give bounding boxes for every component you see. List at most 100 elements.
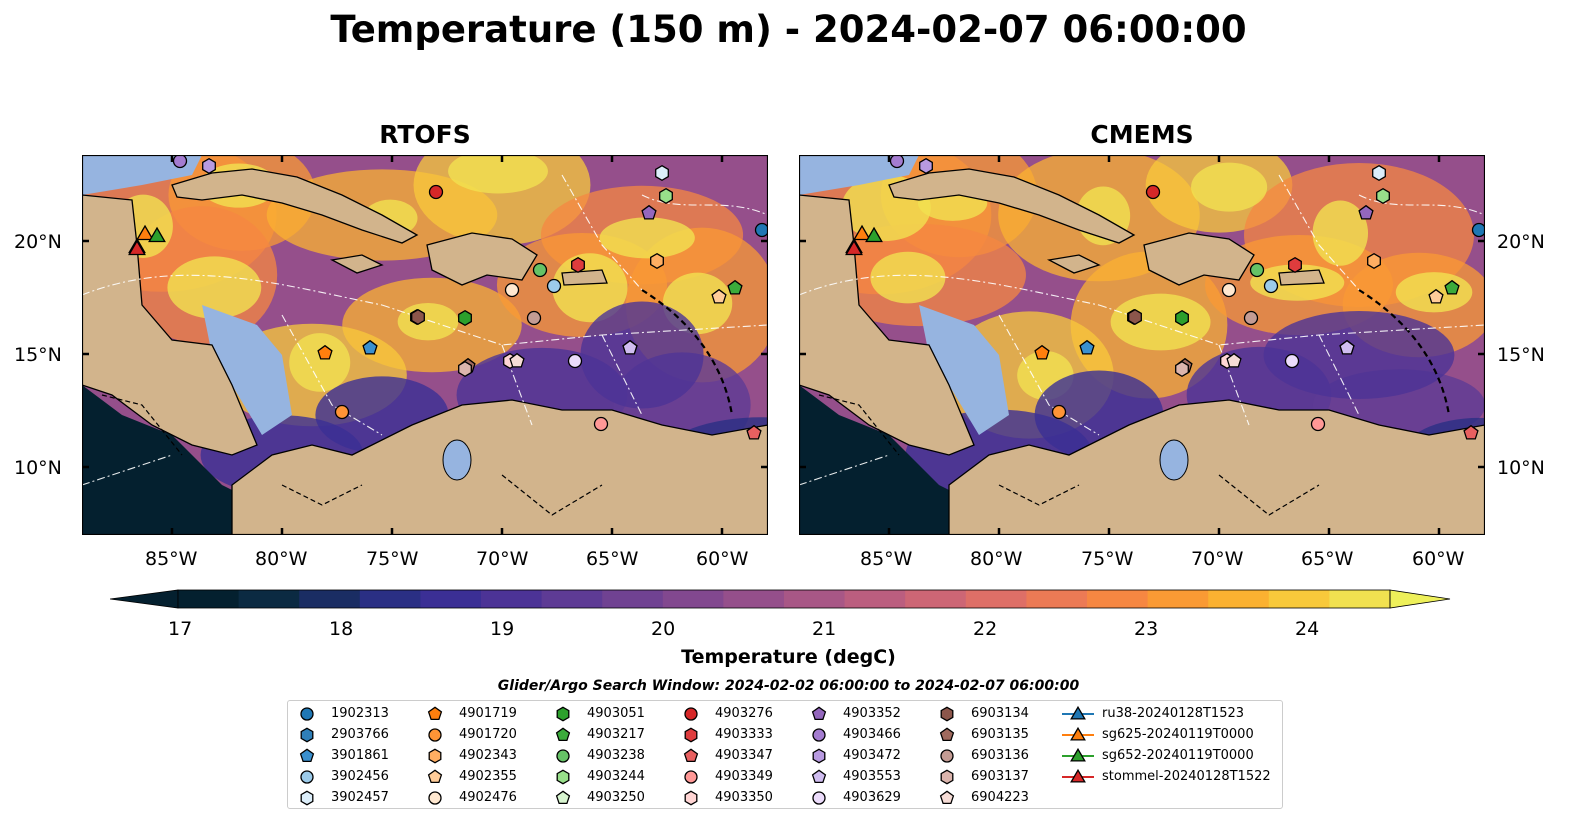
platform-marker-4903629 xyxy=(567,353,583,369)
legend-label: 6903136 xyxy=(971,748,1029,763)
colorbar-segment xyxy=(1329,590,1391,608)
panel-title-rtofs: RTOFS xyxy=(379,120,471,149)
platform-marker-4903333 xyxy=(571,256,585,274)
eez-boundary xyxy=(1098,304,1485,346)
colorbar-segment xyxy=(359,590,421,608)
platform-marker-4901720 xyxy=(334,404,350,420)
antilles-arc xyxy=(1358,289,1451,416)
colorbar-extend-high xyxy=(1389,589,1451,609)
legend-label: 4903238 xyxy=(587,748,645,763)
colorbar-segment xyxy=(784,590,846,608)
colorbar-segment xyxy=(178,590,240,608)
legend-marker xyxy=(940,749,954,763)
legend-label: 6903137 xyxy=(971,769,1029,784)
land-cuba xyxy=(888,168,1136,244)
platform-marker-4903349 xyxy=(1310,416,1326,432)
colorbar-tick-label: 23 xyxy=(1134,618,1159,640)
platform-marker-4903276 xyxy=(1145,184,1161,200)
colorbar-tick-label: 24 xyxy=(1295,618,1320,640)
legend-marker xyxy=(556,749,570,763)
platform-marker-1902313 xyxy=(754,222,768,238)
eez-boundary xyxy=(641,194,768,216)
legend-pentagon-icon xyxy=(299,748,315,763)
lon-tick-label: 65°W xyxy=(1301,548,1354,570)
pacific-ocean xyxy=(799,385,1029,535)
platform-marker-4903466 xyxy=(889,155,905,169)
lon-tick-label: 75°W xyxy=(1081,548,1134,570)
legend-marker xyxy=(428,728,442,742)
legend-pentagon-icon xyxy=(555,790,571,805)
legend-circle-icon xyxy=(812,728,826,742)
legend-label: 1902313 xyxy=(331,706,389,721)
platform-marker-4901719 xyxy=(317,344,333,360)
platform-marker-4903217 xyxy=(1444,279,1460,295)
legend-marker xyxy=(812,728,826,742)
legend-pentagon-icon xyxy=(811,706,827,721)
land-south-america xyxy=(231,399,768,535)
colorbar-segment xyxy=(420,590,482,608)
legend-circle-icon xyxy=(428,791,442,805)
colorbar-segment xyxy=(1026,590,1088,608)
platform-marker-4903629 xyxy=(1284,353,1300,369)
figure-title: Temperature (150 m) - 2024-02-07 06:00:0… xyxy=(330,8,1247,51)
lat-tick-label: 10°N xyxy=(1497,457,1545,479)
platform-marker-4903051 xyxy=(1175,309,1189,327)
legend-label: 4902343 xyxy=(459,748,517,763)
platform-marker-6904223 xyxy=(509,352,525,368)
legend-circle-icon xyxy=(428,728,442,742)
lake-maracaibo xyxy=(1159,439,1189,481)
legend-label: 3902456 xyxy=(331,769,389,784)
legend-label: 4903276 xyxy=(715,706,773,721)
eez-boundary xyxy=(601,334,643,416)
glider-marker-sg652 xyxy=(148,226,166,243)
eez-boundary xyxy=(1278,174,1360,291)
colorbar xyxy=(110,589,1451,609)
eez-boundary xyxy=(1318,334,1360,416)
legend-marker xyxy=(556,769,570,785)
legend-circle-icon xyxy=(300,707,314,721)
legend-label: 3901861 xyxy=(331,748,389,763)
colorbar-segment xyxy=(1208,590,1270,608)
legend-pentagon-icon xyxy=(939,790,955,805)
colorbar-segment xyxy=(844,590,906,608)
legend-label: 4903244 xyxy=(587,769,645,784)
cold-anomaly xyxy=(1263,311,1455,399)
lon-tick-label: 60°W xyxy=(1412,548,1465,570)
land-hispaniola xyxy=(426,232,538,286)
lon-tick-label: 75°W xyxy=(366,548,419,570)
shelf-area xyxy=(799,155,919,195)
legend-label: 4903466 xyxy=(843,727,901,742)
lat-tick-label: 20°N xyxy=(14,231,62,253)
platform-marker-4903553 xyxy=(622,339,638,355)
legend-marker xyxy=(427,769,443,784)
glider-marker-sg625 xyxy=(853,224,871,241)
lat-tick-label: 10°N xyxy=(14,457,62,479)
legend-marker xyxy=(428,791,442,805)
country-border xyxy=(101,394,603,516)
lon-tick-label: 85°W xyxy=(145,548,198,570)
platform-marker-4902476 xyxy=(1221,282,1237,298)
legend-marker xyxy=(683,748,699,763)
lon-tick-label: 60°W xyxy=(696,548,749,570)
platform-marker-4903238 xyxy=(532,262,548,278)
legend-label: 6903134 xyxy=(971,706,1029,721)
land-south-america xyxy=(948,399,1485,535)
platform-marker-4903238 xyxy=(1249,262,1265,278)
colorbar-segment xyxy=(723,590,785,608)
legend-label: stommel-20240128T1522 xyxy=(1102,769,1271,784)
lon-tick-label: 65°W xyxy=(586,548,639,570)
legend-hexagon-icon xyxy=(556,769,570,785)
legend-marker xyxy=(811,769,827,784)
legend-marker xyxy=(684,790,698,806)
legend-label: 4903352 xyxy=(843,706,901,721)
platform-marker-4903244 xyxy=(659,187,673,205)
lake-maracaibo xyxy=(442,439,472,481)
legend-label: ru38-20240128T1523 xyxy=(1102,706,1245,721)
platform-marker-3901861 xyxy=(362,339,378,355)
platform-marker-4902355 xyxy=(711,288,727,304)
legend-pentagon-icon xyxy=(683,748,699,763)
legend-pentagon-icon xyxy=(427,769,443,784)
eez-boundary xyxy=(501,344,533,426)
legend-pentagon-icon xyxy=(555,727,571,742)
eez-boundary xyxy=(561,174,643,291)
